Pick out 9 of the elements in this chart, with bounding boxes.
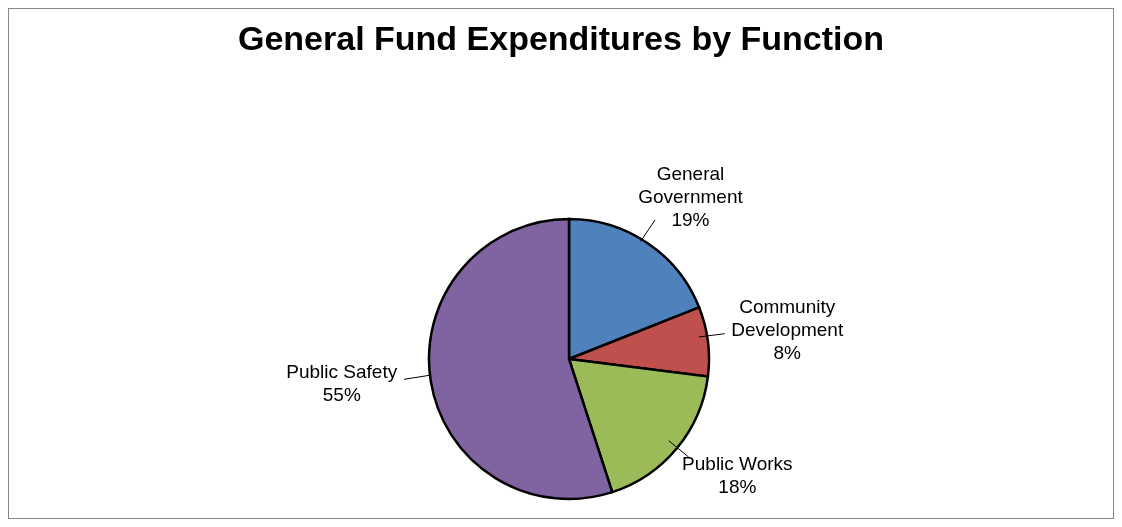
data-label: 55% [322,384,361,406]
slice-label: Public Safety [286,361,398,383]
data-label: 8% [773,342,802,364]
slice-label: General Government [638,162,744,207]
data-label: 18% [718,475,757,497]
chart-title: General Fund Expenditures by Function [236,19,886,58]
slice-label: Public Works [682,452,793,474]
data-label: 19% [671,208,710,230]
slice-label: Community Development [731,296,844,341]
